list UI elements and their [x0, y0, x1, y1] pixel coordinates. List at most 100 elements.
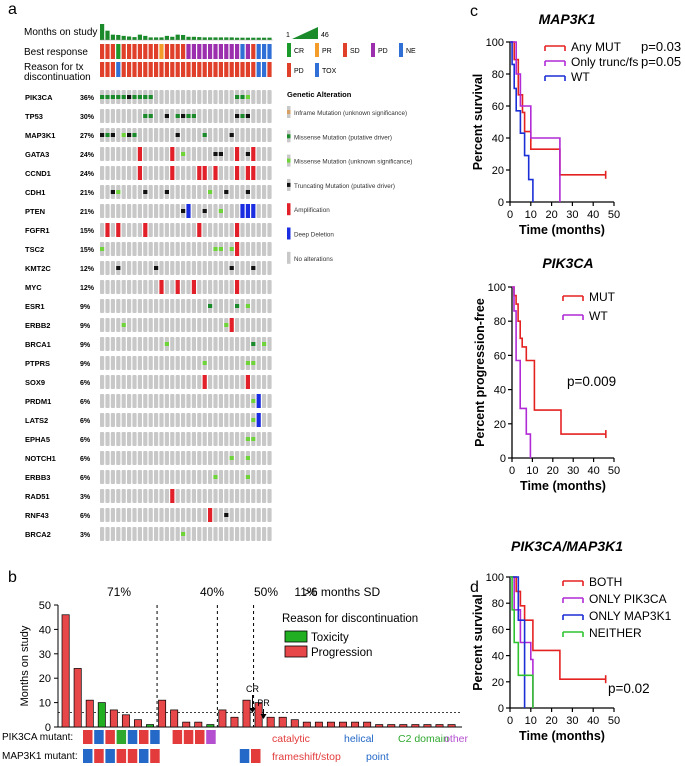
gene-cell	[170, 261, 175, 275]
gene-cell	[202, 185, 207, 199]
gene-mutation-missense_driver	[191, 114, 196, 118]
gene-cell	[235, 451, 240, 465]
gene-cell	[164, 242, 169, 256]
gene-cell	[121, 470, 126, 484]
gene-cell	[175, 261, 180, 275]
gene-cell	[137, 394, 142, 408]
reason-cell	[127, 62, 132, 77]
gene-cell	[267, 432, 272, 446]
gene-cell	[132, 470, 137, 484]
gene-cell	[191, 90, 196, 104]
alteration-legend-swatch	[287, 182, 291, 187]
km-legend-label: MUT	[589, 290, 616, 304]
gene-pct: 6%	[80, 418, 91, 425]
gene-cell	[240, 413, 245, 427]
gene-cell	[186, 508, 191, 522]
gene-cell	[186, 451, 191, 465]
gene-cell	[256, 261, 261, 275]
gene-cell	[105, 166, 110, 180]
gene-cell	[197, 299, 202, 313]
gene-cell	[229, 356, 234, 370]
gene-cell	[132, 527, 137, 541]
gene-cell	[256, 470, 261, 484]
km-legend-label: Only trunc/fs	[571, 55, 638, 69]
gene-cell	[143, 166, 148, 180]
gene-name: RAD51	[25, 492, 50, 501]
waterfall-bar	[121, 714, 130, 728]
gene-cell	[267, 489, 272, 503]
gene-cell	[137, 204, 142, 218]
months-bar	[121, 35, 126, 40]
reason-cell	[137, 62, 142, 77]
pik3ca-mutation-cell	[105, 730, 115, 744]
gene-cell	[191, 185, 196, 199]
gene-cell	[213, 318, 218, 332]
gene-cell	[224, 451, 229, 465]
gene-cell	[181, 185, 186, 199]
gene-pct: 6%	[80, 456, 91, 463]
gene-cell	[132, 261, 137, 275]
gene-cell	[251, 489, 256, 503]
gene-cell	[218, 451, 223, 465]
gene-cell	[181, 223, 186, 237]
gene-cell	[159, 109, 164, 123]
gene-name: LATS2	[25, 416, 48, 425]
gene-cell	[181, 242, 186, 256]
km-x-tick-label: 0	[507, 715, 513, 727]
gene-mutation-missense_unknown	[164, 342, 169, 346]
panel-letter-c: c	[470, 3, 478, 20]
gene-cell	[262, 223, 267, 237]
gene-cell	[110, 318, 115, 332]
months-bar	[159, 37, 164, 40]
gene-cell	[164, 375, 169, 389]
gene-cell	[202, 527, 207, 541]
gene-cell	[191, 375, 196, 389]
gene-name: RNF43	[25, 511, 49, 520]
gene-cell	[143, 261, 148, 275]
gene-cell	[202, 299, 207, 313]
gene-cell	[143, 337, 148, 351]
months-bar	[181, 34, 186, 40]
gene-cell	[229, 470, 234, 484]
gene-cell	[245, 223, 250, 237]
gene-cell	[154, 166, 159, 180]
gene-pct: 36%	[80, 95, 95, 102]
gene-cell	[159, 90, 164, 104]
reason-cell	[181, 62, 186, 77]
pik3ca-mutation-cell	[116, 730, 127, 744]
gene-cell	[105, 470, 110, 484]
km-x-tick-label: 40	[587, 465, 599, 477]
gene-cell	[224, 261, 229, 275]
gene-cell	[197, 204, 202, 218]
gene-cell	[154, 432, 159, 446]
gene-cell	[197, 432, 202, 446]
gene-cell	[213, 375, 218, 389]
gene-cell	[267, 451, 272, 465]
km-pvalue: p=0.05	[641, 54, 681, 69]
gene-cell	[148, 413, 153, 427]
gene-mutation-missense_driver	[251, 342, 256, 346]
months-bar	[208, 37, 213, 40]
reason-cell	[175, 62, 180, 77]
km-curve	[512, 286, 532, 458]
gene-cell	[181, 375, 186, 389]
gene-cell	[148, 223, 153, 237]
gene-cell	[164, 280, 169, 294]
gene-mutation-missense_unknown	[121, 133, 126, 137]
gene-cell	[191, 489, 196, 503]
gene-cell	[235, 204, 240, 218]
gene-cell	[127, 147, 132, 161]
months-bar	[186, 36, 191, 40]
gene-cell	[262, 413, 267, 427]
gene-cell	[240, 356, 245, 370]
km-y-label: Percent survival	[471, 594, 485, 691]
waterfall-bar	[387, 724, 396, 728]
reason-row	[100, 62, 272, 77]
gene-cell	[143, 432, 148, 446]
gene-cell	[267, 337, 272, 351]
gene-cell	[208, 451, 213, 465]
gene-cell	[110, 147, 115, 161]
gene-cell	[213, 299, 218, 313]
gene-cell	[186, 337, 191, 351]
gene-cell	[218, 470, 223, 484]
